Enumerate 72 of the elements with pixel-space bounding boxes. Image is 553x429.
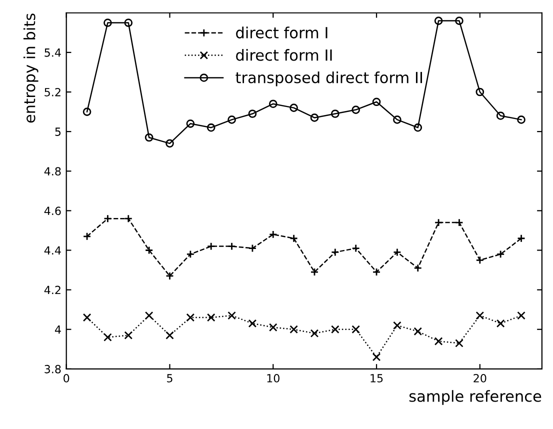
y-tick-label: 4.8: [44, 167, 61, 176]
y-tick-label: 4.2: [44, 286, 60, 294]
legend-label: direct form I: [236, 26, 328, 38]
legend-label: transposed direct form II: [236, 71, 422, 86]
point: [104, 18, 112, 27]
point: [517, 311, 526, 320]
y-tick-label: 5.4: [44, 48, 61, 57]
point: [496, 112, 505, 120]
point: [331, 110, 340, 118]
point: [228, 311, 236, 320]
point: [268, 230, 278, 239]
point: [290, 325, 298, 334]
x-tick-label: 15: [370, 374, 383, 382]
point: [476, 88, 484, 96]
point: [124, 18, 133, 27]
point: [331, 325, 340, 334]
point: [352, 106, 360, 114]
point: [186, 119, 195, 128]
point: [352, 325, 360, 334]
point: [517, 234, 526, 243]
point: [82, 108, 92, 116]
point: [248, 110, 257, 118]
point: [310, 114, 319, 122]
point: [496, 250, 505, 258]
point: [414, 327, 422, 336]
point: [104, 333, 112, 342]
point: [228, 116, 236, 124]
point: [455, 339, 464, 348]
point: [372, 352, 381, 362]
point: [82, 232, 92, 241]
point: [268, 100, 278, 108]
point: [268, 323, 278, 332]
point: [124, 214, 133, 223]
y-tick-label: 4.4: [44, 246, 61, 254]
x-axis-title: sample reference: [409, 390, 542, 405]
x-tick-label: 20: [474, 374, 486, 382]
point: [144, 133, 154, 142]
point: [496, 319, 505, 328]
point: [434, 337, 443, 346]
point: [186, 313, 195, 322]
point: [248, 319, 257, 328]
point: [434, 16, 443, 25]
y-tick-label: 3.8: [44, 364, 61, 374]
point: [476, 311, 484, 320]
point: [393, 116, 402, 124]
point: [290, 104, 298, 112]
point: [310, 329, 319, 338]
x-tick-label: 10: [267, 374, 280, 382]
y-tick-label: 4: [54, 325, 61, 334]
point: [82, 313, 92, 322]
point: [166, 331, 174, 340]
x-tick-label: 0: [64, 374, 70, 382]
legend-label: direct form II: [236, 49, 332, 61]
point: [124, 331, 133, 340]
point: [166, 139, 174, 148]
point: [144, 246, 154, 254]
x-tick-label: 5: [167, 374, 172, 382]
point: [414, 264, 422, 272]
point: [166, 272, 174, 280]
point: [517, 116, 526, 124]
point: [414, 123, 422, 132]
point: [372, 98, 381, 106]
y-axis-title: entropy in bits: [23, 14, 38, 123]
point: [310, 268, 319, 276]
point: [455, 16, 464, 25]
y-tick-label: 4.6: [44, 206, 61, 216]
point: [206, 123, 216, 132]
point: [393, 321, 402, 330]
y-tick-label: 5.2: [44, 88, 60, 96]
y-tick-label: 5: [55, 128, 61, 136]
point: [206, 313, 216, 322]
point: [144, 311, 154, 320]
